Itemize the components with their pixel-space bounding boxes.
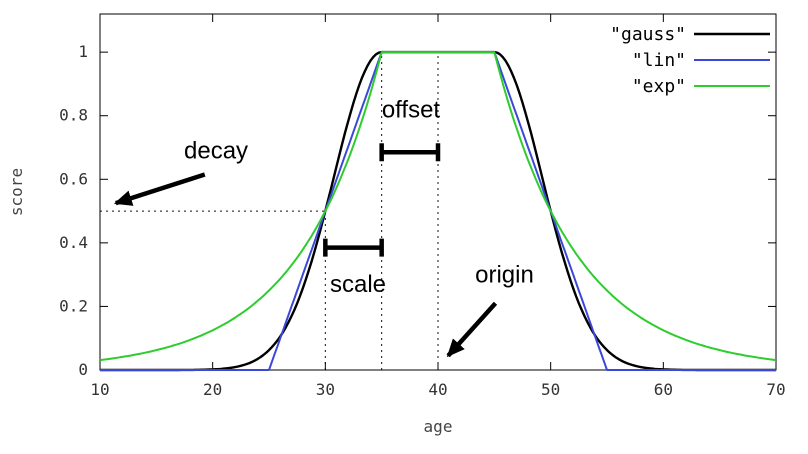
annotation-label-offset: offset [382, 96, 441, 123]
y-tick-label: 0.6 [59, 169, 88, 188]
legend-label-lin: "lin" [632, 50, 686, 71]
origin-arrow [446, 301, 498, 358]
x-tick-label: 20 [203, 380, 222, 399]
y-axis-label: score [7, 168, 26, 216]
y-tick-label: 0.2 [59, 296, 88, 315]
x-tick-label: 10 [90, 380, 109, 399]
y-tick-label: 0 [78, 360, 88, 379]
curve-exp [99, 51, 777, 362]
x-tick-label: 70 [766, 380, 785, 399]
x-tick-label: 60 [654, 380, 673, 399]
y-tick-label: 1 [78, 42, 88, 61]
y-tick-label: 0.4 [59, 233, 88, 252]
legend-label-exp: "exp" [632, 76, 686, 97]
legend-label-gauss: "gauss" [610, 24, 686, 45]
annotation-label-scale: scale [330, 271, 386, 298]
annotation-label-decay: decay [184, 138, 248, 165]
x-tick-label: 40 [428, 380, 447, 399]
x-tick-label: 50 [541, 380, 560, 399]
x-axis-label: age [424, 417, 453, 436]
decay-arrow [113, 172, 206, 206]
y-tick-label: 0.8 [59, 106, 88, 125]
x-tick-label: 30 [316, 380, 335, 399]
annotation-label-origin: origin [475, 262, 534, 289]
